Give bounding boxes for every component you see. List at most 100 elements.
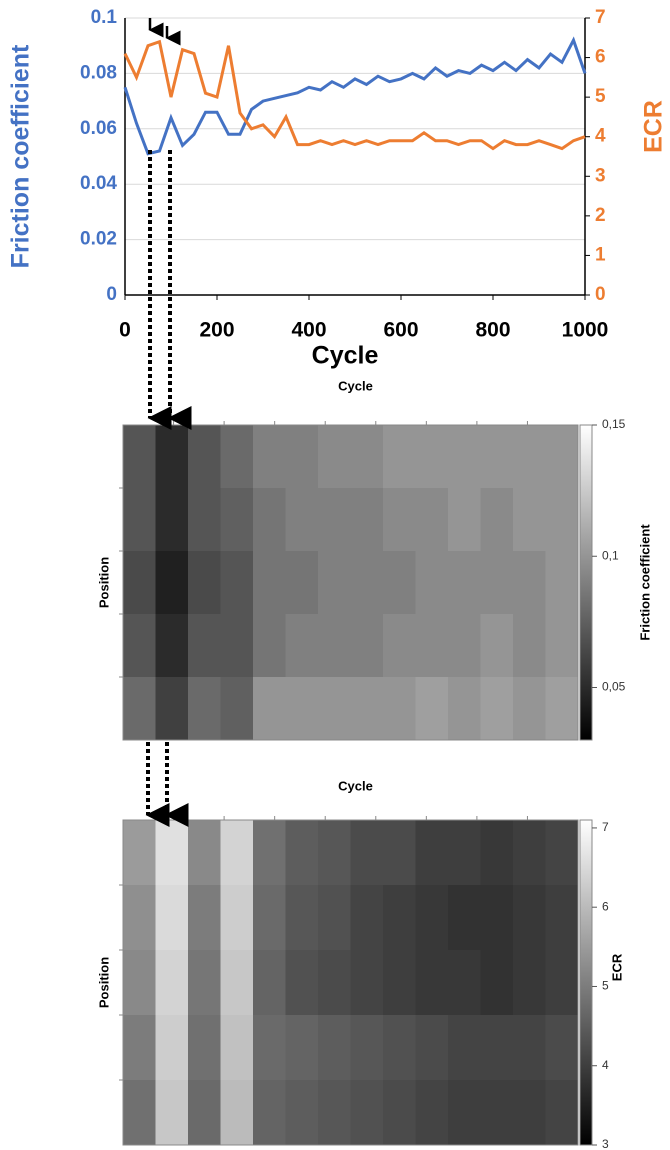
heatmap-cell: [220, 950, 254, 1016]
heatmap-cell: [220, 820, 254, 886]
chart-title: Cycle: [338, 778, 373, 793]
heatmap-cell: [545, 950, 579, 1016]
heatmap-cell: [155, 950, 189, 1016]
y-tick-label: 0: [106, 284, 117, 305]
heatmap-cell: [318, 1015, 351, 1081]
heatmap-cell: [318, 677, 351, 741]
heatmap-cell: [415, 614, 449, 678]
heatmap-cell: [350, 551, 384, 615]
heatmap-cell: [513, 1080, 546, 1146]
colorbar-tick-label: 5: [602, 979, 609, 993]
heatmap-cell: [253, 1080, 286, 1146]
heatmap-cell: [123, 425, 156, 489]
heatmap-cell: [513, 950, 546, 1016]
heatmap-cell: [318, 551, 351, 615]
heatmap-cell: [220, 488, 254, 552]
heatmap-cell: [480, 950, 514, 1016]
y2-axis-label: ECR: [640, 100, 668, 153]
heatmap-cell: [318, 488, 351, 552]
heatmap-cell: [318, 950, 351, 1016]
heatmap-cell: [285, 677, 319, 741]
heatmap-cell: [415, 551, 449, 615]
heatmap-cell: [123, 614, 156, 678]
x-tick-label: 200: [199, 319, 234, 342]
heatmap-cell: [155, 1080, 189, 1146]
heatmap-cell: [383, 425, 416, 489]
heatmap-cell: [383, 885, 416, 951]
heatmap-cell: [318, 1080, 351, 1146]
heatmap-cell: [480, 677, 514, 741]
heatmap-cell: [188, 551, 221, 615]
heatmap-cell: [188, 1015, 221, 1081]
colorbar-tick-label: 4: [602, 1058, 609, 1072]
heatmap-cell: [513, 425, 546, 489]
colorbar: [579, 819, 593, 1146]
colorbar-tick-label: 6: [602, 899, 609, 913]
y-axis-label: Position: [96, 957, 111, 1008]
heatmap-cell: [155, 614, 189, 678]
heatmap-cell: [545, 425, 579, 489]
heatmap-cell: [448, 488, 481, 552]
heatmap-cell: [545, 488, 579, 552]
heatmap-cell: [383, 1015, 416, 1081]
x-tick-label: 0: [119, 319, 131, 342]
heatmap-cell: [480, 614, 514, 678]
heatmap-cell: [285, 1015, 319, 1081]
heatmap-cell: [155, 551, 189, 615]
heatmap-cell: [220, 614, 254, 678]
heatmap-cell: [350, 1080, 384, 1146]
y-tick-label: 0.06: [80, 118, 117, 139]
heatmap-cell: [188, 1080, 221, 1146]
connector-arrows: [145, 150, 192, 827]
heatmap-cell: [285, 551, 319, 615]
heatmap-cell: [513, 1015, 546, 1081]
heatmap-cell: [545, 820, 579, 886]
heatmap-cell: [513, 820, 546, 886]
heatmap-cell: [415, 488, 449, 552]
heatmap-cell: [123, 1080, 156, 1146]
y-tick-label: 0.1: [91, 7, 118, 28]
x-axis-label: Cycle: [312, 342, 379, 370]
heatmap-cell: [383, 1080, 416, 1146]
heatmap-cell: [155, 488, 189, 552]
heatmap-cell: [448, 885, 481, 951]
heatmap-cell: [188, 885, 221, 951]
y2-tick-label: 0: [595, 284, 606, 305]
y2-tick-label: 1: [595, 244, 606, 265]
heatmap-cell: [415, 820, 449, 886]
colorbar-label: Friction coefficient: [637, 524, 652, 641]
heatmap-cell: [285, 1080, 319, 1146]
heatmap-cell: [415, 1080, 449, 1146]
heatmap-cell: [253, 551, 286, 615]
colorbar-tick-label: 0,05: [602, 680, 626, 694]
heatmap-cell: [123, 551, 156, 615]
heatmap-cell: [350, 885, 384, 951]
y2-tick-label: 7: [595, 7, 606, 28]
colorbar-tick-label: 0,1: [602, 548, 619, 562]
heatmap-cell: [383, 614, 416, 678]
heatmap-cell: [220, 1015, 254, 1081]
heatmap-cell: [220, 1080, 254, 1146]
heatmap-cell: [188, 614, 221, 678]
y2-tick-label: 2: [595, 205, 606, 226]
heatmap-cell: [253, 950, 286, 1016]
heatmap-cell: [448, 820, 481, 886]
series-line: [123, 36, 587, 156]
heatmap-cell: [318, 820, 351, 886]
heatmap-cell: [545, 1015, 579, 1081]
heatmap-cell: [123, 488, 156, 552]
heatmap-cell: [448, 1080, 481, 1146]
heatmap-cell: [448, 425, 481, 489]
heatmap-cell: [545, 1080, 579, 1146]
heatmap-cell: [513, 488, 546, 552]
heatmap-cell: [253, 488, 286, 552]
y-tick-label: 0.08: [80, 62, 117, 83]
heatmap-cell: [285, 820, 319, 886]
heatmap-cell: [480, 885, 514, 951]
heatmap-cell: [123, 950, 156, 1016]
heatmap-cell: [415, 1015, 449, 1081]
heatmap-cell: [123, 1015, 156, 1081]
heatmap-cell: [253, 425, 286, 489]
heatmap-cell: [155, 820, 189, 886]
